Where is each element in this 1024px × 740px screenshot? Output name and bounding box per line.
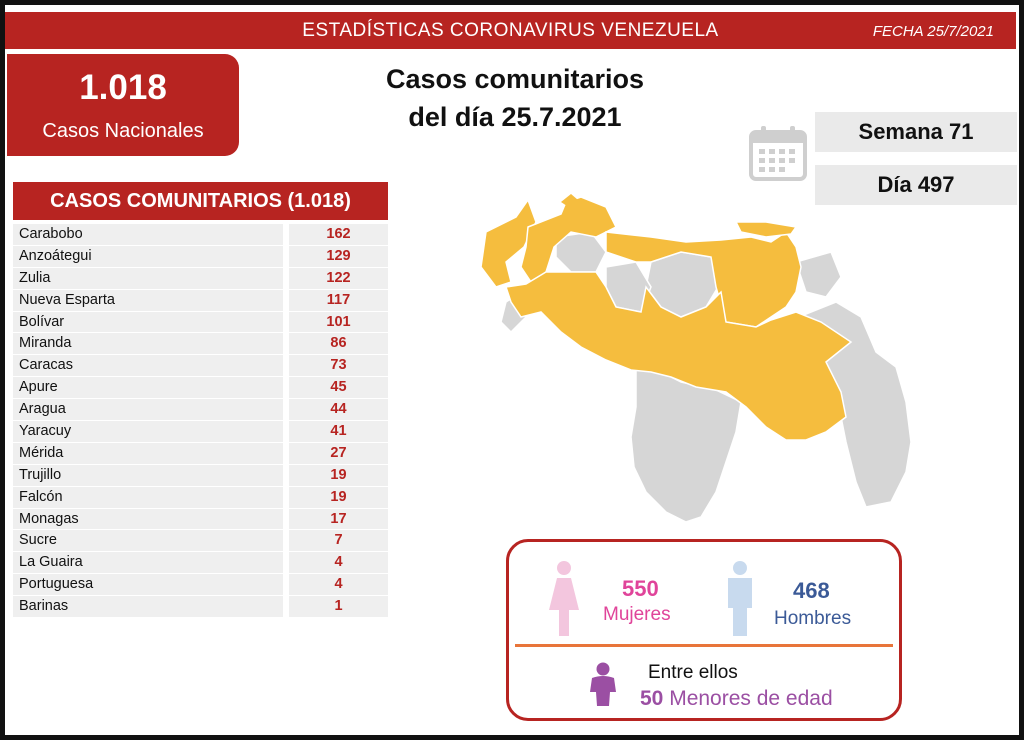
male-figure-icon [728, 561, 752, 636]
table-row: Bolívar 101 [13, 311, 388, 334]
state-case-count: 41 [289, 421, 388, 443]
map-region-grey [795, 251, 842, 298]
state-name: Apure [13, 377, 283, 400]
table-row: Apure 45 [13, 377, 388, 400]
table-row: Carabobo 162 [13, 224, 388, 246]
page-headline: Casos comunitarios del día 25.7.2021 [355, 60, 675, 136]
header-title: ESTADÍSTICAS CORONAVIRUS VENEZUELA [302, 20, 719, 41]
state-name: Nueva Esparta [13, 289, 283, 312]
state-case-count: 162 [289, 224, 388, 246]
minors-count: 50 [640, 687, 664, 710]
gender-breakdown-panel: 550 Mujeres 468 Hombres Entre ellos 50 M… [506, 539, 902, 721]
women-count: 550 [622, 576, 659, 601]
table-row: Barinas 1 [13, 596, 388, 619]
national-cases-label: Casos Nacionales [42, 120, 204, 142]
table-row: Falcón 19 [13, 486, 388, 509]
state-name: Aragua [13, 399, 283, 422]
map-region-yellow [561, 194, 578, 208]
state-case-count: 86 [289, 333, 388, 356]
table-row: Miranda 86 [13, 333, 388, 356]
state-name: Barinas [13, 596, 283, 619]
table-row: Portuguesa 4 [13, 574, 388, 597]
map-region-yellow [605, 230, 802, 328]
map-region-yellow [505, 271, 853, 441]
table-row: Anzoátegui 129 [13, 245, 388, 268]
state-case-count: 1 [289, 596, 388, 619]
women-label: Mujeres [603, 604, 671, 625]
female-figure-icon [549, 561, 579, 636]
state-case-count: 122 [289, 267, 388, 290]
panel-divider [515, 644, 893, 647]
state-name: Bolívar [13, 311, 283, 334]
day-label: Día 497 [815, 165, 1017, 205]
state-name: Mérida [13, 442, 283, 465]
state-name: Trujillo [13, 464, 283, 487]
state-case-count: 19 [289, 486, 388, 509]
state-case-count: 44 [289, 399, 388, 422]
minors-line: 50 Menores de edad [640, 687, 833, 711]
state-name: Zulia [13, 267, 283, 290]
table-row: Aragua 44 [13, 399, 388, 422]
state-name: Monagas [13, 508, 283, 531]
state-case-count: 45 [289, 377, 388, 400]
state-case-count: 17 [289, 508, 388, 531]
men-count: 468 [793, 578, 830, 603]
table-row: Nueva Esparta 117 [13, 289, 388, 312]
minors-label: Menores de edad [669, 687, 833, 710]
state-case-count: 73 [289, 355, 388, 378]
table-row: Monagas 17 [13, 508, 388, 531]
state-case-count: 27 [289, 442, 388, 465]
national-cases-badge: 1.018 Casos Nacionales [7, 54, 239, 156]
state-case-count: 117 [289, 289, 388, 312]
state-case-count: 4 [289, 552, 388, 575]
week-label: Semana 71 [815, 112, 1017, 152]
map-region-yellow [480, 198, 537, 288]
state-case-count: 101 [289, 311, 388, 334]
venezuela-map [480, 194, 912, 523]
header-date: FECHA 25/7/2021 [872, 23, 994, 40]
child-figure-icon [590, 662, 616, 706]
map-region-yellow [734, 221, 798, 238]
table-row: Trujillo 19 [13, 464, 388, 487]
table-body: Carabobo 162 Anzoátegui 129 Zulia 122 Nueva Es… [13, 224, 388, 619]
state-name: Falcón [13, 486, 283, 509]
minors-intro: Entre ellos [648, 662, 738, 683]
state-name: Sucre [13, 530, 283, 553]
state-name: Caracas [13, 355, 283, 378]
men-label: Hombres [774, 608, 852, 629]
header-bar: ESTADÍSTICAS CORONAVIRUS VENEZUELA FECHA… [5, 12, 1016, 49]
state-name: La Guaira [13, 552, 283, 575]
state-name: Anzoátegui [13, 245, 283, 268]
state-case-count: 19 [289, 464, 388, 487]
state-case-count: 129 [289, 245, 388, 268]
state-case-count: 7 [289, 530, 388, 553]
table-row: Zulia 122 [13, 267, 388, 290]
state-name: Carabobo [13, 224, 283, 246]
headline-line-1: Casos comunitarios [385, 64, 645, 94]
headline-line-2: del día 25.7.2021 [408, 102, 622, 132]
state-name: Yaracuy [13, 421, 283, 443]
table-row: Caracas 73 [13, 355, 388, 378]
state-cases-table: CASOS COMUNITARIOS (1.018) Carabobo 162 An… [13, 182, 388, 619]
state-case-count: 4 [289, 574, 388, 597]
table-row: Mérida 27 [13, 442, 388, 465]
national-cases-count: 1.018 [79, 68, 167, 107]
calendar-icon [749, 126, 807, 181]
table-title: CASOS COMUNITARIOS (1.018) [13, 182, 388, 220]
table-row: La Guaira 4 [13, 552, 388, 575]
state-name: Miranda [13, 333, 283, 356]
table-row: Yaracuy 41 [13, 421, 388, 443]
state-name: Portuguesa [13, 574, 283, 597]
table-row: Sucre 7 [13, 530, 388, 553]
